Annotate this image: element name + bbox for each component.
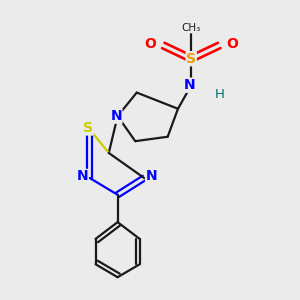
Text: N: N (110, 109, 122, 123)
Text: O: O (226, 37, 238, 51)
Text: N: N (184, 78, 196, 92)
Text: O: O (144, 37, 156, 51)
Text: S: S (83, 121, 93, 135)
Text: H: H (214, 88, 224, 100)
Text: N: N (76, 169, 88, 184)
Text: N: N (146, 169, 157, 184)
Text: S: S (186, 52, 196, 66)
Text: CH₃: CH₃ (182, 23, 201, 33)
